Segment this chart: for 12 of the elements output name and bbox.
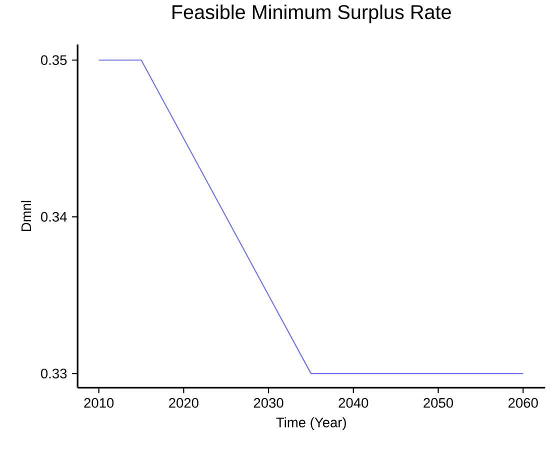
x-tick-label: 2030: [254, 398, 284, 408]
x-axis-title: Time (Year): [276, 417, 346, 430]
chart-title: Feasible Minimum Surplus Rate: [172, 4, 451, 23]
y-tick-label: 0.33: [40, 368, 67, 378]
x-tick-label: 2060: [508, 398, 538, 408]
y-tick-label: 0.35: [40, 55, 67, 65]
x-tick-label: 2020: [169, 398, 198, 408]
x-tick-label: 2040: [338, 398, 368, 408]
x-tick-label: 2050: [424, 398, 454, 408]
x-tick-label: 2010: [84, 398, 114, 408]
y-axis-title: Dmnl: [21, 200, 31, 231]
y-tick-label: 0.34: [40, 212, 67, 222]
